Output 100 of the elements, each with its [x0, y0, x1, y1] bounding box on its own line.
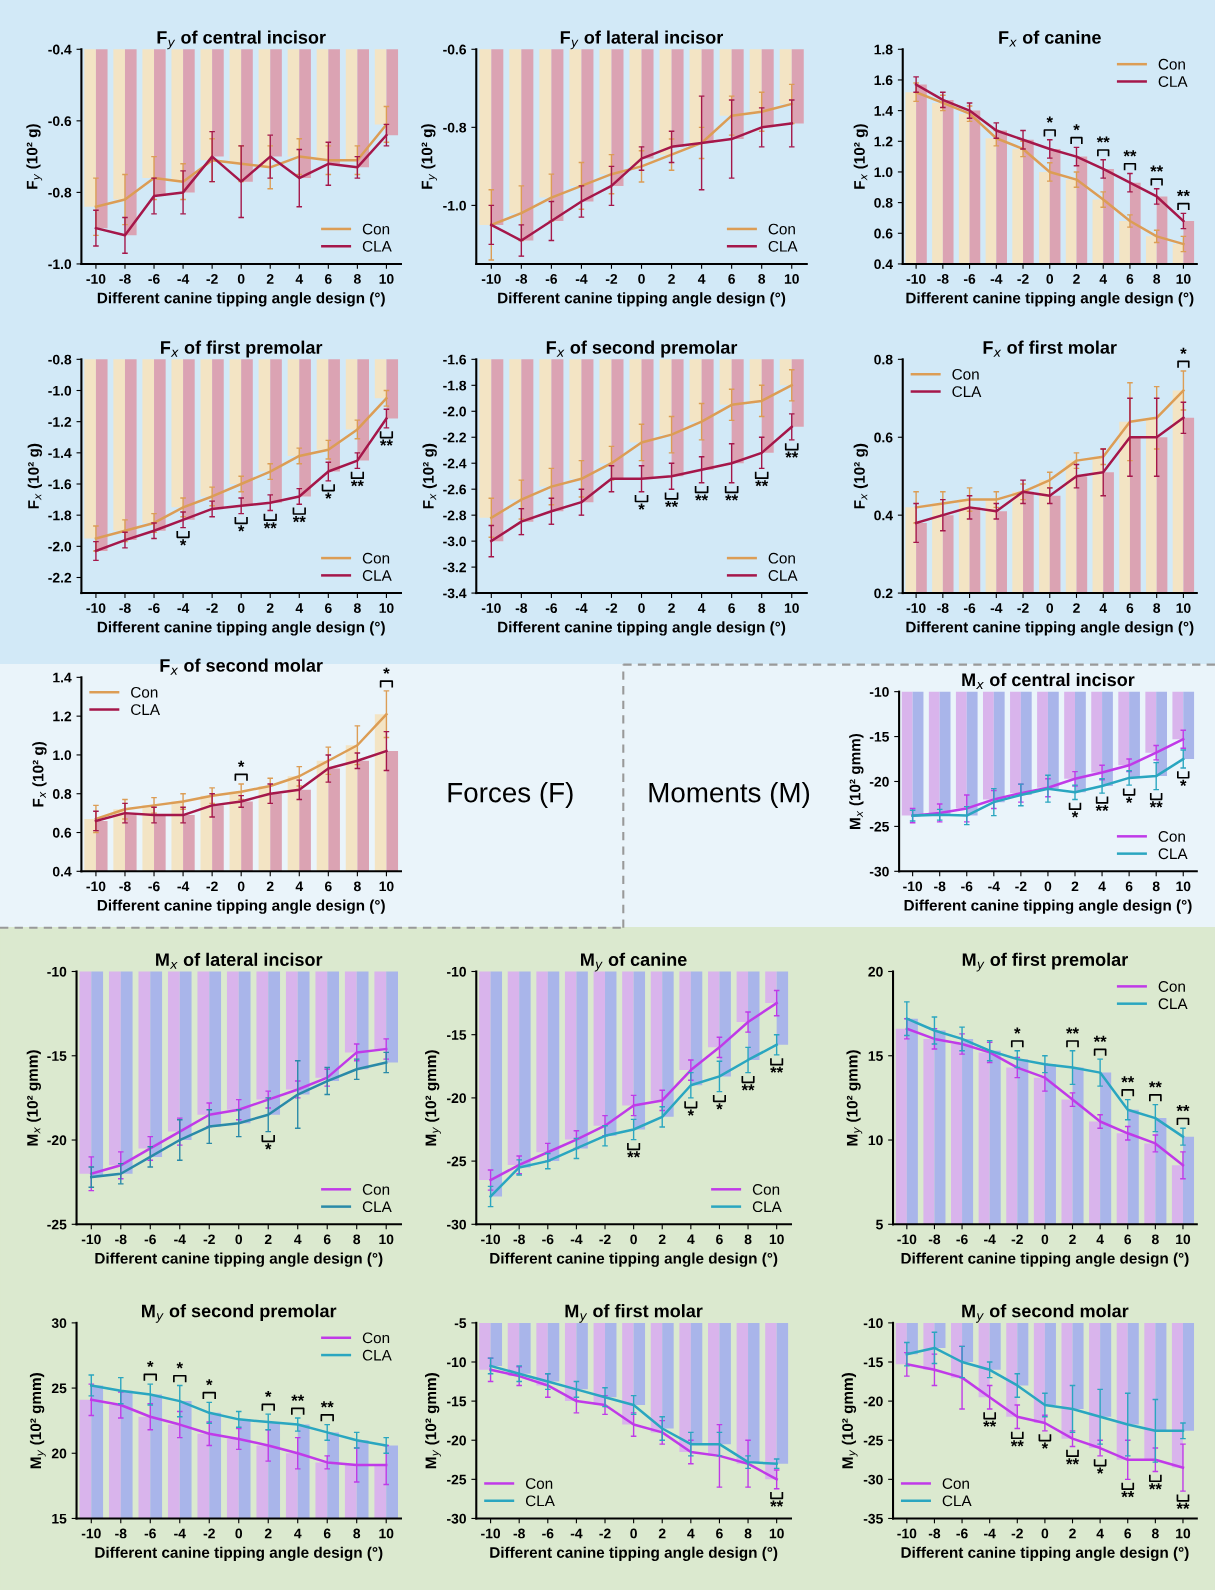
text: Forces (F) — [448, 782, 573, 808]
y-tick-label: -0.6 — [48, 116, 72, 127]
y-tick-label: -0.8 — [48, 187, 72, 198]
x-tick-label: 8 — [758, 274, 766, 284]
x-tick-label: -2 — [1017, 274, 1029, 284]
y-tick-label: 0.8 — [52, 789, 72, 799]
x-tick-label: -8 — [119, 274, 131, 284]
legend-label: Con — [768, 223, 795, 235]
annotation: ** — [350, 480, 364, 487]
y-tick-label: 0.2 — [874, 588, 893, 599]
x-tick-label: 4 — [295, 603, 304, 613]
chart-title: M$_{x}$ of lateral incisor — [156, 952, 323, 969]
x-tick-label: -10 — [906, 603, 926, 613]
x-tick-label: -4 — [990, 603, 1003, 613]
y-tick-label: 1.0 — [874, 167, 893, 178]
y-axis-title: F$_{x}$ (10² g) — [32, 741, 47, 807]
x-tick-label: 10 — [784, 274, 799, 284]
y-axis-title: F$_{x}$ (10² g) — [422, 443, 437, 509]
annotation: ** — [263, 522, 277, 529]
annotation: ** — [379, 439, 393, 446]
annotation: ** — [695, 494, 709, 501]
x-tick-label: 10 — [769, 1234, 784, 1245]
x-axis-title: Different canine tipping angle design (°) — [906, 292, 1194, 307]
annotation: ** — [1010, 1440, 1024, 1447]
legend-label: CLA — [362, 1201, 392, 1213]
y-tick-label: 1.8 — [874, 44, 893, 55]
x-tick-label: 4 — [295, 881, 304, 892]
y-axis-title: F$_{x}$ (10² g) — [853, 443, 868, 509]
x-tick-label: -4 — [177, 274, 190, 284]
x-tick-label: 2 — [264, 1528, 272, 1539]
x-tick-label: -4 — [988, 881, 1000, 892]
x-tick-label: 4 — [294, 1234, 302, 1245]
legend-label: Con — [362, 1332, 390, 1344]
y-tick-label: -5 — [454, 1318, 467, 1329]
annotation: ** — [770, 1066, 784, 1073]
annotation: * — [638, 503, 645, 510]
x-tick-label: -10 — [81, 1234, 101, 1245]
y-tick-label: -10 — [47, 966, 67, 977]
annotation: ** — [1176, 1502, 1190, 1509]
y-tick-label: -0.8 — [443, 122, 467, 133]
chart-title: F$_{y}$ of central incisor — [157, 30, 326, 50]
x-tick-label: -6 — [545, 603, 558, 613]
annotation: ** — [1066, 1458, 1079, 1465]
x-tick-label: -2 — [206, 603, 218, 613]
x-tick-label: -6 — [144, 1234, 156, 1245]
chart-title: F$_{x}$ of second premolar — [546, 340, 738, 358]
x-tick-label: 0 — [638, 603, 645, 613]
y-axis-title: M$_{y}$ (10² gmm) — [846, 1050, 863, 1146]
x-tick-label: 6 — [716, 1528, 723, 1539]
y-tick-label: -2.0 — [443, 406, 466, 417]
annotation: ** — [725, 494, 739, 501]
x-tick-label: -4 — [174, 1528, 186, 1539]
annotation: ** — [1148, 1483, 1162, 1490]
x-tick-label: 0 — [1044, 881, 1052, 892]
x-tick-label: -4 — [174, 1234, 186, 1245]
y-tick-label: -10 — [869, 686, 889, 697]
x-tick-label: 0 — [235, 1528, 243, 1539]
y-axis-title: F$_{x}$ (10² g) — [853, 124, 868, 189]
x-axis-title: Different canine tipping angle design (°) — [95, 1546, 383, 1561]
y-tick-label: 15 — [868, 1051, 883, 1061]
x-tick-label: -2 — [605, 603, 618, 613]
x-tick-label: -10 — [897, 1234, 917, 1245]
x-tick-label: 4 — [697, 274, 706, 284]
x-tick-label: 6 — [324, 603, 332, 613]
y-tick-label: -3.0 — [443, 536, 466, 547]
y-tick-label: 10 — [868, 1135, 883, 1146]
chart-title: F$_{x}$ of second molar — [160, 658, 323, 675]
x-tick-label: 6 — [1124, 1528, 1132, 1539]
legend-label: CLA — [1158, 76, 1188, 87]
y-tick-label: -15 — [863, 1357, 883, 1368]
x-axis-title: Different canine tipping angle design (°) — [904, 899, 1192, 914]
y-tick-label: 0.4 — [874, 510, 893, 521]
y-tick-label: -20 — [47, 1135, 67, 1146]
x-tick-label: 10 — [1176, 881, 1191, 892]
y-tick-label: -1.8 — [443, 380, 467, 391]
annotation: ** — [1096, 136, 1110, 143]
annotation: ** — [983, 1420, 997, 1427]
x-tick-label: 0 — [630, 1234, 637, 1245]
x-tick-label: -10 — [481, 603, 501, 613]
y-axis-title: M$_{y}$ (10² gmm) — [29, 1373, 46, 1469]
legend-label: Con — [942, 1478, 969, 1489]
x-tick-label: 8 — [353, 274, 361, 284]
x-tick-label: 8 — [744, 1528, 752, 1539]
annotation: ** — [1148, 1081, 1162, 1088]
chart-title: F$_{x}$ of first molar — [983, 340, 1117, 357]
x-tick-label: -2 — [1015, 881, 1027, 892]
x-tick-label: -4 — [984, 1528, 996, 1539]
x-tick-label: -4 — [570, 1528, 583, 1539]
x-tick-label: 8 — [1151, 1528, 1159, 1539]
annotation: ** — [1121, 1076, 1135, 1083]
chart-title: M$_{y}$ of first premolar — [962, 952, 1128, 972]
annotation: ** — [1176, 190, 1190, 197]
y-tick-label: -2.2 — [48, 572, 72, 583]
annotation: ** — [785, 451, 799, 458]
x-tick-label: 2 — [1069, 1234, 1076, 1245]
x-tick-label: 2 — [1073, 603, 1080, 613]
x-tick-label: -8 — [119, 881, 131, 892]
legend-label: Con — [362, 552, 390, 564]
chart-title: M$_{y}$ of second molar — [962, 1304, 1129, 1323]
y-tick-label: -0.8 — [48, 354, 72, 365]
